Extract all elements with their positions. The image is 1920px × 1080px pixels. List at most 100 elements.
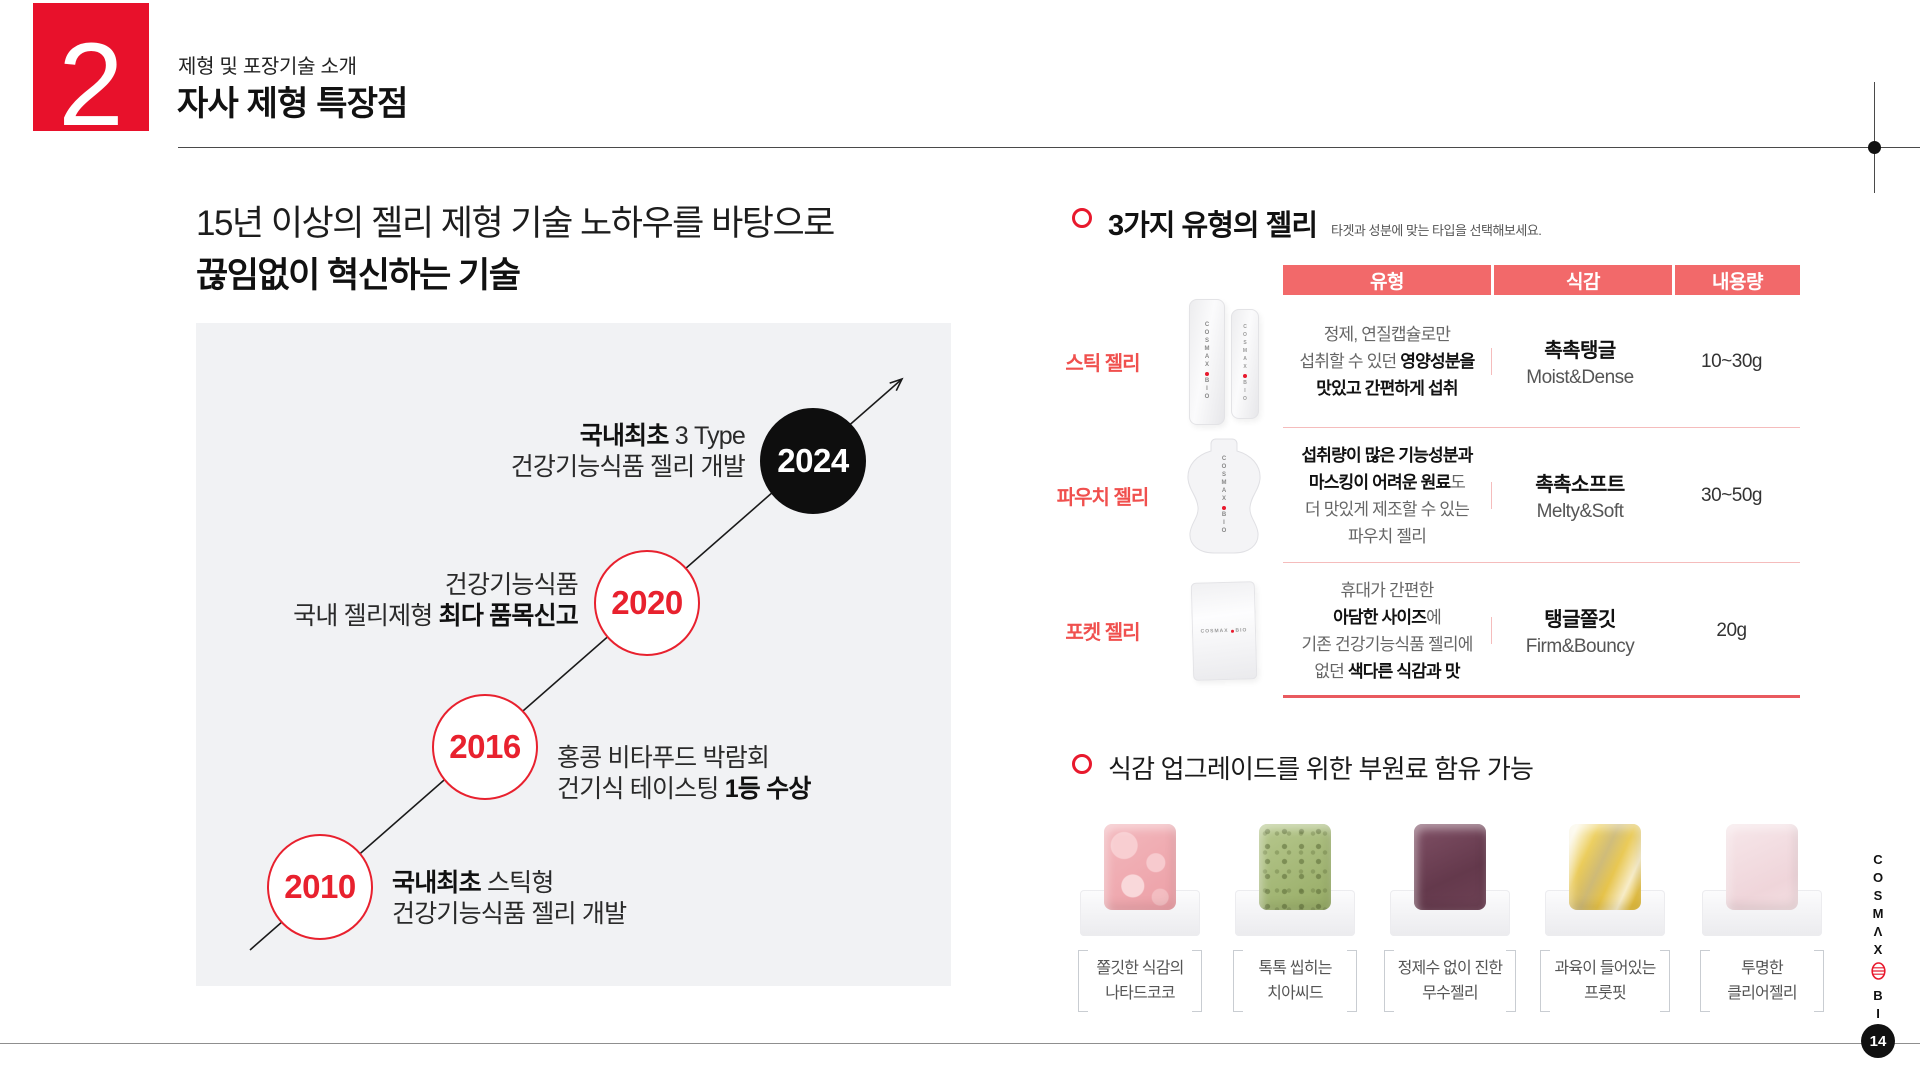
emphasized-text: 1등 수상 bbox=[724, 775, 812, 803]
description-line: 섭취할 수 있던 영양성분을 bbox=[1299, 348, 1475, 375]
timeline-milestone-text: 국내최초 3 Type 건강기능식품 젤리 개발 bbox=[511, 421, 746, 483]
texture-korean: 촉촉탱글 bbox=[1544, 340, 1616, 362]
timeline-text-line: 국내최초 3 Type bbox=[511, 421, 746, 452]
timeline-milestone-text: 국내최초 스틱형 건강기능식품 젤리 개발 bbox=[392, 868, 627, 930]
brand-word: BIO bbox=[1235, 626, 1248, 634]
table-row: 파우치 젤리 COSMAX BIO 섭취량이 많은 기능성분과 마스킹이 어려운 원료도… bbox=[1040, 428, 1800, 563]
ingredient-item: 정제수 없이 진한 무수젤리 bbox=[1375, 824, 1525, 1012]
timeline-text-line: 건기식 테이스팅 1등 수상 bbox=[557, 774, 811, 805]
emphasized-text: 영양성분을 bbox=[1400, 352, 1475, 371]
description-line: 없던 색다른 식감과 맛 bbox=[1314, 658, 1460, 685]
timeline-year-circle: 2010 bbox=[267, 834, 373, 940]
plain-text: 더 맛있게 제조할 수 있는 bbox=[1304, 499, 1470, 519]
brand-letter: O bbox=[1872, 870, 1884, 885]
timeline-text-line: 홍콩 비타푸드 박람회 bbox=[557, 743, 811, 774]
red-circle-bullet-icon bbox=[1072, 754, 1092, 774]
amount-value: 30~50g bbox=[1701, 484, 1762, 506]
timeline-text-line: 국내 젤리제형 최다 품목신고 bbox=[293, 601, 579, 632]
ingredient-item: 투명한 클리어젤리 bbox=[1687, 824, 1837, 1012]
emphasized-text: 아담한 사이즈 bbox=[1333, 607, 1427, 627]
plain-text: 국내 젤리제형 bbox=[293, 602, 439, 630]
ingredient-figure bbox=[1065, 824, 1215, 936]
description-line: 휴대가 간편한 bbox=[1341, 577, 1435, 604]
timeline-year: 2024 bbox=[777, 442, 849, 479]
amount-cell: 20g bbox=[1669, 620, 1794, 642]
jelly-types-heading-row: 3가지 유형의 젤리 타겟과 성분에 맞는 타입을 선택해보세요. bbox=[1072, 202, 1542, 244]
texture-korean: 촉촉소프트 bbox=[1535, 474, 1625, 496]
brand-word: BIO bbox=[1221, 511, 1227, 536]
timeline-year: 2010 bbox=[284, 868, 356, 905]
texture-english: Firm&Bouncy bbox=[1525, 636, 1635, 657]
pouch-shape bbox=[1187, 438, 1261, 553]
timeline-year-circle: 2016 bbox=[432, 694, 538, 800]
texture-cell: 탱글쫄깃 Firm&Bouncy bbox=[1491, 603, 1669, 658]
jelly-image bbox=[1569, 824, 1641, 910]
amount-cell: 30~50g bbox=[1669, 485, 1794, 507]
row-product-figure: COSMAX BIO COSMAX BIO bbox=[1165, 298, 1283, 425]
plain-text: 건강기능식품 bbox=[444, 571, 579, 599]
plain-text: 파우치 젤리 bbox=[1347, 526, 1427, 546]
description-line: 마스킹이 어려운 원료도 bbox=[1309, 469, 1466, 496]
plain-text: 없던 bbox=[1314, 661, 1348, 681]
brand-word: COSMAX bbox=[1242, 323, 1248, 372]
pouch-jelly-package-image: COSMAX BIO bbox=[1176, 437, 1272, 555]
ingredient-figure bbox=[1687, 824, 1837, 936]
texture-cell: 촉촉소프트 Melty&Soft bbox=[1491, 468, 1669, 523]
ingredient-item: 쫄깃한 식감의 나타드코코 bbox=[1065, 824, 1215, 1012]
package-brand-text: COSMAX BIO bbox=[1204, 322, 1210, 402]
brand-word: COSMAX bbox=[1221, 455, 1227, 504]
description-line: 정제, 연질캡슐로만 bbox=[1324, 321, 1451, 348]
description-line: 더 맛있게 제조할 수 있는 bbox=[1304, 496, 1470, 523]
ingredient-figure bbox=[1220, 824, 1370, 936]
row-product-figure: COSMAX BIO bbox=[1165, 437, 1283, 555]
jelly-types-table: 유형 식감 내용량 스틱 젤리 COSMAX BIO COSMAX BIO 정제, 연질캡슐로만… bbox=[1040, 265, 1800, 698]
row-label: 파우치 젤리 bbox=[1056, 487, 1150, 509]
description-line: 섭취량이 많은 기능성분과 bbox=[1301, 442, 1473, 469]
ingredient-examples: 쫄깃한 식감의 나타드코코 톡톡 씹히는 치아씨드 정제수 없이 진한 무수젤리 과육이 들… bbox=[1040, 824, 1850, 1028]
table-header-row: 유형 식감 내용량 bbox=[1283, 265, 1800, 295]
emphasized-text: 국내최초 bbox=[392, 869, 482, 897]
slide-subtitle: 제형 및 포장기술 소개 bbox=[178, 56, 357, 78]
cosmax-bio-vertical-logo: COSMΛXBIO bbox=[1864, 852, 1892, 1039]
ingredient-label: 쫄깃한 식감의 나타드코코 bbox=[1078, 950, 1202, 1012]
title-divider bbox=[178, 147, 1920, 148]
section-number-box: 2 bbox=[33, 3, 149, 144]
page-number-badge: 14 bbox=[1861, 1024, 1895, 1058]
corner-tick-line bbox=[1874, 82, 1875, 193]
brand-letter: M bbox=[1872, 906, 1884, 921]
emphasized-text: 국내최초 bbox=[579, 422, 670, 450]
ingredient-label-line1: 과육이 들어있는 bbox=[1554, 960, 1656, 977]
amount-cell: 10~30g bbox=[1669, 351, 1794, 373]
plain-text: 홍콩 비타푸드 박람회 bbox=[557, 744, 770, 772]
amount-value: 10~30g bbox=[1701, 350, 1762, 372]
brand-word: COSMAX bbox=[1200, 627, 1229, 635]
description-line: 파우치 젤리 bbox=[1347, 523, 1427, 550]
emphasized-text: 최다 품목신고 bbox=[438, 602, 579, 630]
intro-line-1: 15년 이상의 젤리 제형 기술 노하우를 바탕으로 bbox=[196, 204, 835, 243]
ingredient-label-line2: 치아씨드 bbox=[1267, 985, 1323, 1002]
ingredients-heading: 식감 업그레이드를 위한 부원료 함유 가능 bbox=[1108, 754, 1534, 784]
pocket-package: COSMAX BIO bbox=[1190, 580, 1258, 681]
footer-divider bbox=[0, 1043, 1920, 1044]
brand-dot-icon bbox=[1205, 371, 1209, 376]
timeline-text-line: 건강기능식품 젤리 개발 bbox=[392, 899, 627, 930]
texture-english: Melty&Soft bbox=[1536, 501, 1624, 522]
ingredient-figure bbox=[1530, 824, 1680, 936]
package-brand-text: COSMAX BIO bbox=[1201, 627, 1248, 634]
ingredient-label-line2: 프룻핏 bbox=[1584, 985, 1627, 1002]
texture-cell: 촉촉탱글 Moist&Dense bbox=[1491, 334, 1669, 389]
brand-letter: S bbox=[1873, 888, 1883, 903]
plain-text: 정제, 연질캡슐로만 bbox=[1323, 325, 1451, 344]
plain-text: 섭취할 수 있던 bbox=[1299, 352, 1401, 371]
brand-letter: Λ bbox=[1873, 924, 1883, 939]
texture-korean: 탱글쫄깃 bbox=[1544, 609, 1616, 631]
jelly-types-subtext: 타겟과 성분에 맞는 타입을 선택해보세요. bbox=[1331, 223, 1542, 238]
ingredient-label: 투명한 클리어젤리 bbox=[1700, 950, 1824, 1012]
timeline-panel: 2010 국내최초 스틱형 건강기능식품 젤리 개발 2016 홍콩 비타푸드 박람회 건… bbox=[196, 323, 951, 986]
ingredient-label-line2: 무수젤리 bbox=[1422, 985, 1478, 1002]
timeline-milestone-text: 홍콩 비타푸드 박람회 건기식 테이스팅 1등 수상 bbox=[557, 743, 811, 805]
timeline-year-circle: 2024 bbox=[760, 408, 866, 514]
ingredient-label: 정제수 없이 진한 무수젤리 bbox=[1383, 950, 1517, 1012]
jelly-types-heading: 3가지 유형의 젤리 bbox=[1108, 210, 1318, 242]
